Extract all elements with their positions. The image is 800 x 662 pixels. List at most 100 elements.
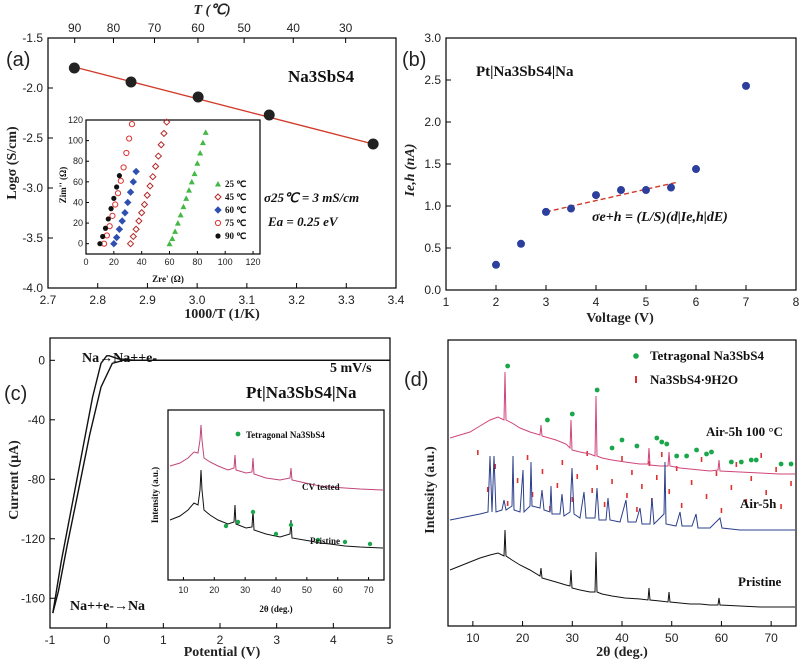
inset-point — [115, 225, 124, 233]
hydrate-peak-marker — [775, 467, 777, 472]
tetragonal-peak-marker — [664, 441, 670, 447]
hydrate-peak-marker — [477, 450, 479, 455]
inset-point — [135, 217, 143, 225]
x-tick-label: 50 — [665, 631, 679, 645]
top-tick-label: 50 — [237, 21, 251, 35]
inset-point — [102, 225, 109, 231]
x-tick-label: 10 — [466, 631, 480, 645]
inset-c-x-ticks: 10 20 30 40 50 60 70 — [178, 577, 374, 595]
panel-b-fit-line — [545, 181, 677, 213]
tetragonal-peak-marker — [704, 451, 709, 457]
hydrate-peak-marker — [526, 455, 529, 460]
panel-a-title: Na3SbS4 — [288, 67, 355, 86]
inset-point — [202, 129, 209, 135]
legend-label: 90 ℃ — [225, 231, 246, 241]
inset-c-legend-marker — [235, 431, 241, 437]
y-tick-label: 2.5 — [424, 73, 441, 87]
inset-a-xlabel: Zre' (Ω) — [152, 274, 184, 284]
data-point — [667, 183, 675, 192]
hydrate-peak-marker — [571, 497, 574, 502]
panel-b-y-ticks: 0.0 0.5 1.0 1.5 2.0 2.5 3.0 — [424, 31, 451, 297]
fit-line — [545, 181, 677, 213]
inset-c-peak-marker — [235, 519, 241, 525]
hydrate-peak-marker — [750, 476, 753, 481]
inset-x-tick-label: 50 — [302, 585, 312, 595]
cv-curve-anodic — [52, 355, 390, 614]
inset-point — [194, 160, 201, 166]
inset-point — [128, 121, 136, 128]
inset-point — [116, 173, 123, 179]
panel-c-ylabel: Current (μA) — [7, 440, 22, 520]
panel-d-pattern-air-5h-100c — [449, 371, 795, 475]
hydrate-peak-marker — [486, 487, 489, 492]
inset-point — [177, 211, 184, 218]
inset-y-tick-label: 100 — [68, 136, 83, 146]
inset-y-tick-label: 0 — [78, 239, 83, 249]
x-tick-label: 5 — [387, 633, 394, 647]
y-tick-label: 1.0 — [424, 199, 441, 213]
data-point — [125, 76, 137, 88]
inset-c-cv-tested-label: CV tested — [302, 482, 340, 492]
inset-point — [188, 178, 195, 185]
inset-point — [169, 235, 176, 242]
inset-x-tick-label: 60 — [165, 257, 175, 267]
panel-c-title: Pt|Na3SbS4|Na — [246, 383, 357, 402]
hydrate-peak-marker — [494, 464, 497, 469]
inset-point — [108, 206, 114, 212]
hydrate-peak-marker — [765, 490, 767, 495]
inset-point — [129, 178, 138, 186]
x-tick-label: 3 — [543, 295, 550, 309]
inset-a-x-ticks: 0 20 40 60 80 100 120 — [83, 251, 261, 267]
panel-d: 10 20 30 40 50 60 70 (d) 2θ (deg.) Intensity (… — [404, 339, 797, 660]
data-point — [617, 186, 625, 195]
inset-point — [191, 170, 198, 177]
x-tick-label: 40 — [615, 631, 629, 645]
data-point — [517, 239, 525, 248]
data-point — [742, 81, 750, 90]
inset-point — [137, 209, 146, 217]
panel-d-x-ticks: 10 20 30 40 50 60 70 — [466, 363, 794, 645]
hydrate-peak-marker — [596, 465, 598, 470]
inset-point — [112, 233, 121, 242]
inset-x-tick-label: 40 — [271, 585, 281, 595]
inset-x-tick-label: 60 — [333, 585, 343, 595]
hydrate-peak-marker — [720, 508, 723, 513]
hydrate-peak-marker — [680, 503, 683, 508]
inset-x-tick-label: 20 — [209, 585, 219, 595]
panel-c-tag: (c) — [4, 383, 27, 405]
inset-point — [163, 118, 171, 126]
tetragonal-peak-marker — [594, 387, 600, 393]
x-tick-label: 6 — [693, 295, 700, 309]
hydrate-peak-marker — [690, 480, 693, 485]
panel-a-points — [68, 62, 379, 150]
y-tick-label: 1.5 — [424, 157, 441, 171]
inset-point — [109, 212, 116, 219]
hydrate-peak-marker — [745, 499, 748, 504]
x-tick-label: 1 — [160, 633, 167, 647]
hydrate-peak-marker — [705, 494, 708, 499]
y-tick-label: -2.0 — [22, 81, 43, 95]
x-tick-label: 30 — [566, 631, 580, 645]
inset-c-peak-marker — [342, 539, 348, 545]
inset-point — [120, 164, 127, 171]
y-tick-label: -40 — [28, 413, 46, 427]
hydrate-peak-marker — [591, 488, 593, 493]
hydrate-peak-marker — [730, 485, 733, 490]
panel-a-fit-line — [74, 66, 374, 145]
x-tick-label: 3.3 — [338, 293, 355, 307]
panel-d-ylabel: Intensity (a.u.) — [423, 446, 438, 534]
panel-b-ylabel: Ie,h (nA) — [403, 144, 418, 198]
hydrate-peak-marker — [668, 489, 671, 494]
tetragonal-peak-marker — [674, 453, 680, 459]
tetragonal-peak-marker — [569, 411, 575, 417]
panel-c-y-ticks: 0 -40 -80 -120 -160 — [21, 353, 55, 605]
x-tick-label: -1 — [45, 633, 56, 647]
panel-c-scanrate: 5 mV/s — [330, 361, 372, 376]
data-point — [692, 165, 700, 174]
panel-d-legend-marker-hydrate — [635, 376, 637, 383]
inset-a-legend: 25 ℃ 45 ℃ 60 ℃ 75 ℃ 90 ℃ — [214, 179, 246, 241]
y-tick-label: -3.0 — [22, 181, 43, 195]
inset-x-tick-label: 70 — [364, 585, 374, 595]
x-tick-label: 2 — [493, 295, 500, 309]
